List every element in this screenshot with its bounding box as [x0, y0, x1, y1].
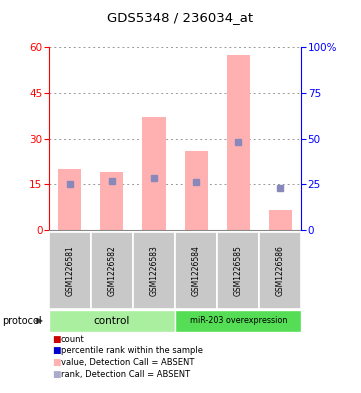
- Text: GSM1226582: GSM1226582: [108, 245, 116, 296]
- Bar: [143, 117, 166, 230]
- Bar: [217, 232, 259, 309]
- Text: miR-203 overexpression: miR-203 overexpression: [190, 316, 287, 325]
- Text: GSM1226586: GSM1226586: [276, 245, 285, 296]
- Text: value, Detection Call = ABSENT: value, Detection Call = ABSENT: [61, 358, 194, 367]
- Bar: [227, 55, 250, 230]
- Text: rank, Detection Call = ABSENT: rank, Detection Call = ABSENT: [61, 370, 190, 379]
- Text: control: control: [94, 316, 130, 326]
- Bar: [91, 232, 133, 309]
- Bar: [49, 232, 91, 309]
- Bar: [184, 151, 208, 230]
- Bar: [175, 232, 217, 309]
- Bar: [100, 172, 123, 230]
- Text: GDS5348 / 236034_at: GDS5348 / 236034_at: [108, 11, 253, 24]
- Text: GSM1226584: GSM1226584: [192, 245, 201, 296]
- Text: GSM1226581: GSM1226581: [65, 245, 74, 296]
- Text: GSM1226585: GSM1226585: [234, 245, 243, 296]
- Text: count: count: [61, 335, 84, 343]
- Bar: [49, 310, 175, 332]
- Text: protocol: protocol: [2, 316, 42, 326]
- Bar: [259, 232, 301, 309]
- Bar: [175, 310, 301, 332]
- Text: percentile rank within the sample: percentile rank within the sample: [61, 347, 203, 355]
- Text: ■: ■: [52, 370, 61, 379]
- Bar: [58, 169, 81, 230]
- Bar: [133, 232, 175, 309]
- Text: ■: ■: [52, 347, 61, 355]
- Bar: [269, 210, 292, 230]
- Text: ■: ■: [52, 358, 61, 367]
- Text: GSM1226583: GSM1226583: [149, 245, 158, 296]
- Text: ■: ■: [52, 335, 61, 343]
